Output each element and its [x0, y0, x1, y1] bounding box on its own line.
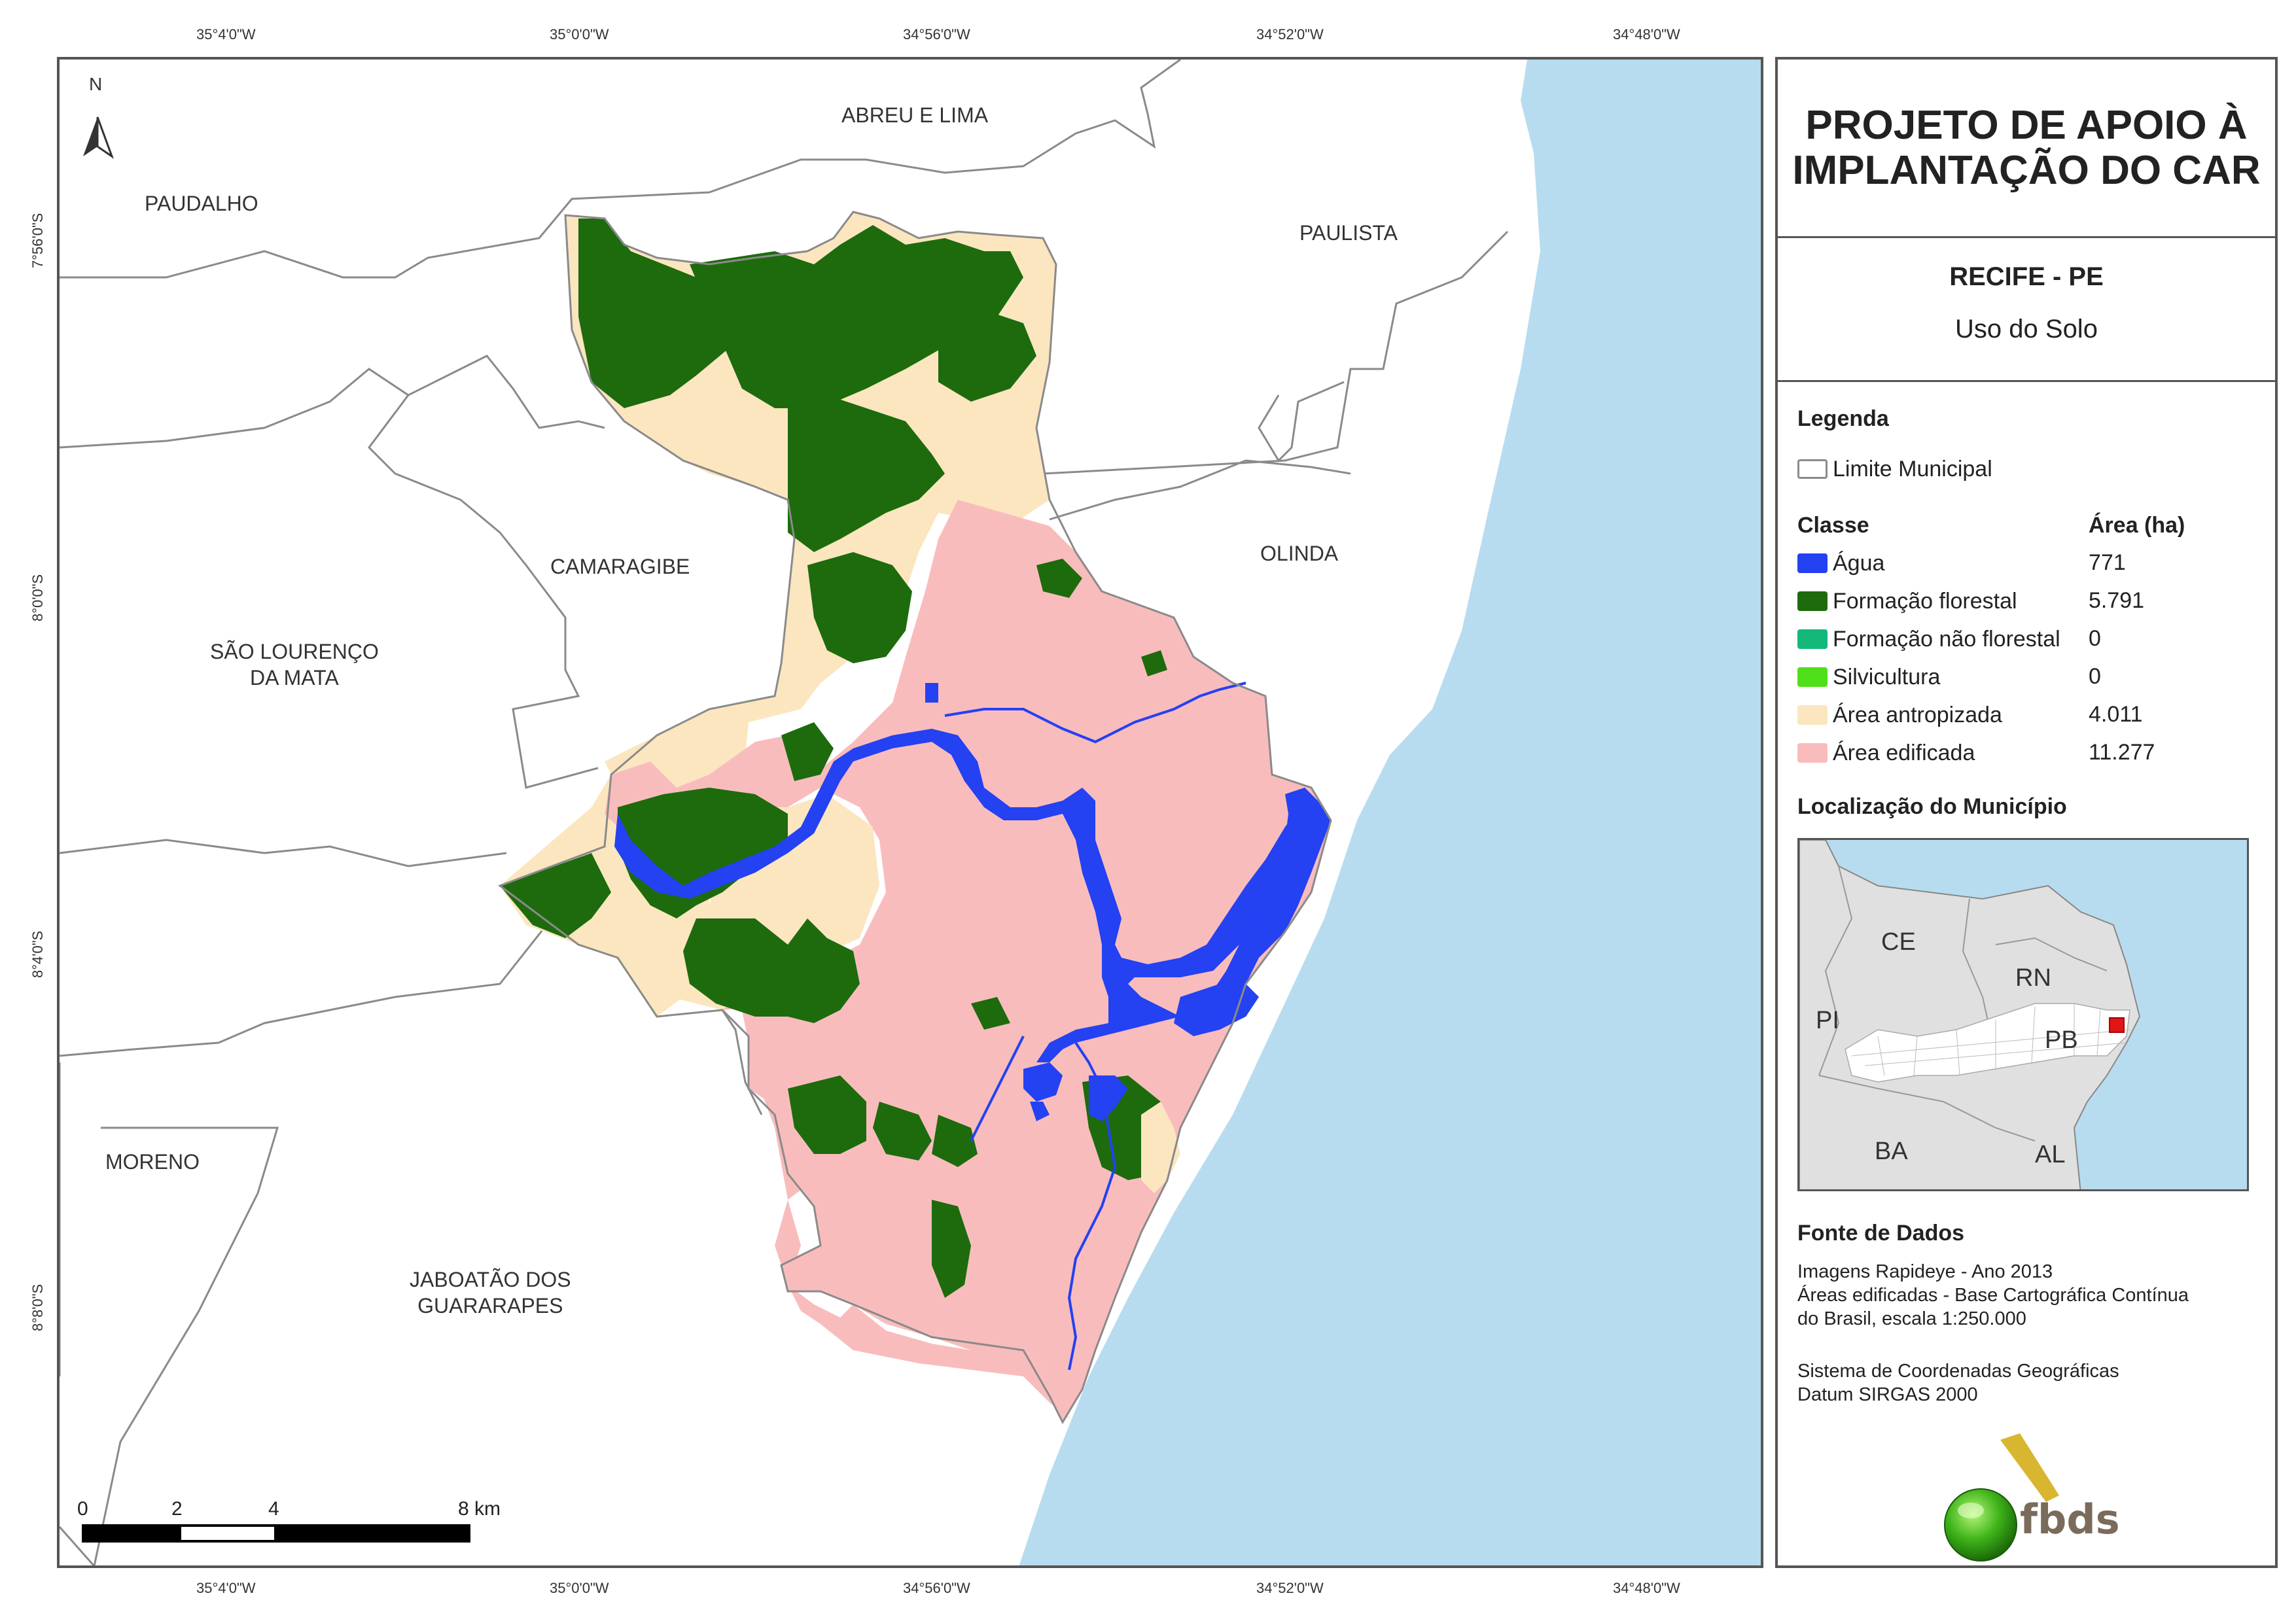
city-name: RECIFE - PE [1949, 262, 2104, 291]
label-paulista: PAULISTA [1299, 221, 1398, 245]
source-heading: Fonte de Dados [1797, 1221, 1965, 1246]
label-abreu-e-lima: ABREU E LIMA [841, 103, 989, 127]
recife-boundary [497, 211, 1332, 1425]
label-jaboatao-line1: JABOATÃO DOS [410, 1268, 571, 1291]
label-sao-lourenco: SÃO LOURENÇO DA MATA [210, 638, 379, 691]
source-line-1: Imagens Rapideye - Ano 2013 [1797, 1261, 2053, 1282]
label-olinda: OLINDA [1260, 542, 1339, 565]
boundary-label: Limite Municipal [1833, 456, 1992, 481]
inset-municipal-lines [1851, 1003, 2130, 1076]
coord-left-2: 8°0'0"S [29, 574, 46, 621]
coord-left-4: 8°8'0"S [29, 1283, 46, 1331]
coord-bottom-4: 34°52'0"W [1256, 1580, 1324, 1596]
area-florestal: 5.791 [2089, 588, 2145, 613]
ocean [1019, 60, 1761, 1565]
scale-bar [82, 1524, 470, 1543]
coord-left-1: 7°56'0"S [29, 213, 46, 268]
class-heading: Classe [1797, 513, 1869, 538]
area-antropizada: 4.011 [2089, 702, 2143, 727]
class-name-silvicultura: Silvicultura [1833, 664, 1941, 689]
location-heading: Localização do Município [1797, 794, 2067, 819]
swatch-agua [1797, 553, 1828, 573]
inset-label-ba: BA [1875, 1138, 1908, 1165]
source-line-2: Áreas edificadas - Base Cartográfica Con… [1797, 1285, 2189, 1306]
inset-label-pb: PB [2045, 1026, 2078, 1054]
swatch-florestal [1797, 591, 1828, 611]
coord-top-3: 34°56'0"W [903, 26, 970, 43]
legend-panel: PROJETO DE APOIO À IMPLANTAÇÃO DO CAR RE… [1775, 57, 2278, 1568]
area-heading: Área (ha) [2089, 513, 2185, 538]
area-silvicultura: 0 [2089, 664, 2101, 689]
north-arrow-icon [83, 116, 115, 159]
coord-bottom-3: 34°56'0"W [903, 1580, 970, 1596]
map-theme: Uso do Solo [1955, 315, 2098, 343]
label-paudalho: PAUDALHO [145, 192, 258, 215]
area-agua: 771 [2089, 550, 2126, 575]
class-name-edificada: Área edificada [1833, 740, 1975, 765]
agua [614, 683, 1331, 1121]
scale-label-4: 4 [268, 1498, 279, 1520]
coord-top-1: 35°4'0"W [196, 26, 256, 43]
legend-row-florestal: Formação florestal [1797, 588, 2017, 614]
title-box: PROJETO DE APOIO À IMPLANTAÇÃO DO CAR [1778, 60, 2275, 238]
class-name-florestal: Formação florestal [1833, 588, 2017, 614]
coord-bottom-2: 35°0'0"W [550, 1580, 609, 1596]
coord-bottom-1: 35°4'0"W [196, 1580, 256, 1596]
class-name-agua: Água [1833, 550, 1885, 576]
map-title: PROJETO DE APOIO À IMPLANTAÇÃO DO CAR [1792, 103, 2260, 194]
area-edificada [696, 500, 1331, 1422]
inset-land [1799, 840, 2141, 1189]
fbds-logo-text: fbds [2020, 1495, 2120, 1543]
label-moreno: MORENO [105, 1150, 200, 1174]
map-title-line2: IMPLANTAÇÃO DO CAR [1792, 148, 2261, 193]
inset-label-pi: PI [1816, 1007, 1839, 1034]
area-nao-florestal: 0 [2089, 626, 2101, 651]
legend-row-agua: Água [1797, 550, 1884, 576]
legend-row-silvicultura: Silvicultura [1797, 664, 1940, 690]
recife-marker-icon [2109, 1017, 2125, 1033]
scale-label-2: 2 [171, 1498, 183, 1520]
area-edificada: 11.277 [2089, 740, 2155, 765]
map-title-line1: PROJETO DE APOIO À [1805, 102, 2248, 148]
subtitle-box: RECIFE - PE Uso do Solo [1778, 236, 2275, 382]
coord-top-2: 35°0'0"W [550, 26, 609, 43]
swatch-silvicultura [1797, 667, 1828, 687]
swatch-nao-florestal [1797, 629, 1828, 649]
label-sao-lourenco-line1: SÃO LOURENÇO [210, 640, 379, 663]
legend-heading: Legenda [1797, 406, 1889, 431]
label-jaboatao-line2: GUARARAPES [417, 1294, 563, 1318]
inset-map-canvas [1799, 840, 2141, 1189]
swatch-antropizada [1797, 705, 1828, 725]
source-line-3: do Brasil, escala 1:250.000 [1797, 1308, 2026, 1329]
scale-label-0: 0 [77, 1498, 88, 1520]
map-frame[interactable]: N ABREU E LIMA PAUDALHO PAULISTA CAMARAG… [57, 57, 1763, 1568]
coord-top-5: 34°48'0"W [1613, 26, 1680, 43]
coord-left-3: 8°4'0"S [29, 930, 46, 978]
map-canvas[interactable] [60, 60, 1761, 1565]
rivers [944, 682, 1246, 1370]
scale-label-8: 8 km [458, 1498, 501, 1520]
boundary-swatch [1797, 459, 1828, 479]
swatch-edificada [1797, 743, 1828, 763]
location-inset-map[interactable]: CE RN PI PB BA AL [1797, 838, 2249, 1191]
coord-top-4: 34°52'0"W [1256, 26, 1324, 43]
north-label: N [89, 74, 103, 94]
inset-label-ce: CE [1881, 928, 1916, 956]
inset-label-rn: RN [2015, 964, 2051, 992]
legend-row-antropizada: Área antropizada [1797, 702, 2002, 728]
municipal-boundaries [60, 60, 1509, 1565]
legend-boundary: Limite Municipal [1797, 456, 1992, 482]
class-name-nao-florestal: Formação não florestal [1833, 626, 2060, 652]
source-line-5: Datum SIRGAS 2000 [1797, 1384, 1978, 1405]
source-line-4: Sistema de Coordenadas Geográficas [1797, 1361, 2119, 1382]
label-camaragibe: CAMARAGIBE [550, 555, 690, 578]
label-jaboatao: JABOATÃO DOS GUARARAPES [410, 1266, 571, 1319]
coord-bottom-5: 34°48'0"W [1613, 1580, 1680, 1596]
legend-row-edificada: Área edificada [1797, 740, 1975, 766]
label-sao-lourenco-line2: DA MATA [250, 666, 339, 689]
fbds-logo [1944, 1433, 2059, 1562]
class-name-antropizada: Área antropizada [1833, 702, 2002, 727]
inset-label-al: AL [2035, 1141, 2066, 1168]
legend-row-nao-florestal: Formação não florestal [1797, 626, 2060, 652]
